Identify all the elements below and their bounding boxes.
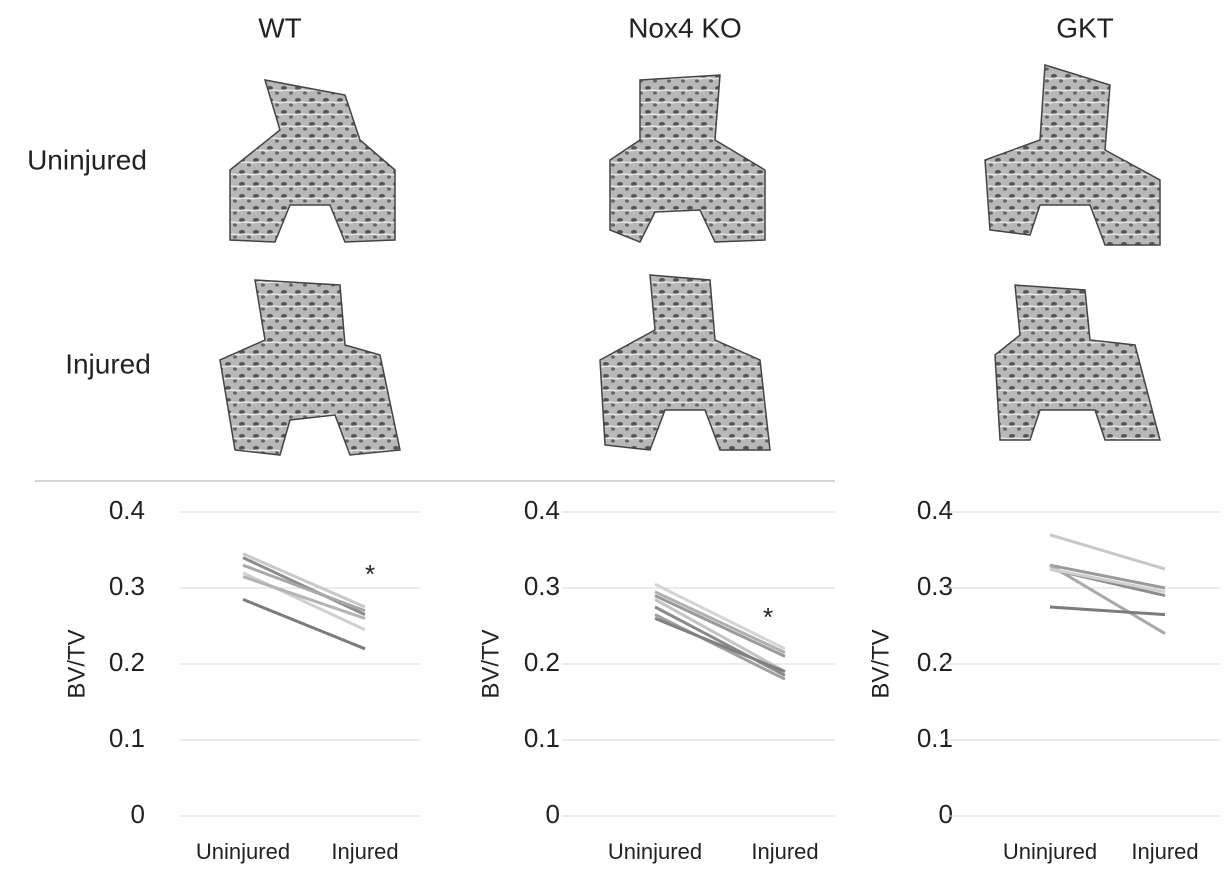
x-tick-label: Uninjured — [608, 839, 702, 864]
y-axis-label: BV/TV — [477, 629, 504, 698]
x-tick-label: Injured — [1131, 839, 1198, 864]
y-tick-label: 0 — [131, 799, 145, 829]
x-tick-label: Injured — [331, 839, 398, 864]
y-tick-label: 0.4 — [109, 495, 145, 525]
bone-image — [220, 280, 400, 455]
bone-image — [995, 285, 1160, 440]
bone-images — [220, 65, 1160, 455]
y-tick-label: 0.1 — [109, 723, 145, 753]
y-tick-label: 0.2 — [524, 647, 560, 677]
row-label: Uninjured — [27, 144, 147, 175]
x-tick-label: Uninjured — [196, 839, 290, 864]
y-tick-label: 0 — [546, 799, 560, 829]
page: WTNox4 KOGKTUninjuredInjured 00.10.20.30… — [0, 0, 1230, 876]
x-tick-label: Uninjured — [1003, 839, 1097, 864]
y-tick-label: 0.4 — [524, 495, 560, 525]
panel-labels: WT Nox4 KO GKT Uninjured Injured — [27, 12, 1114, 379]
y-tick-label: 0.3 — [917, 571, 953, 601]
bone-image — [985, 65, 1160, 245]
y-tick-label: 0.1 — [917, 723, 953, 753]
annotation: * — [365, 559, 375, 589]
figure: WTNox4 KOGKTUninjuredInjured 00.10.20.30… — [0, 0, 1230, 876]
row-label: Injured — [65, 348, 151, 379]
annotation: * — [763, 602, 773, 632]
bone-image — [610, 75, 765, 242]
y-tick-label: 0.1 — [524, 723, 560, 753]
bone-image — [230, 80, 395, 242]
y-tick-label: 0.2 — [109, 647, 145, 677]
column-title: Nox4 KO — [628, 12, 742, 43]
y-tick-label: 0.2 — [917, 647, 953, 677]
y-tick-label: 0.3 — [524, 571, 560, 601]
column-title: GKT — [1056, 12, 1114, 43]
y-tick-label: 0.3 — [109, 571, 145, 601]
charts: 0 0.1 0.2 0.3 0.4 BV/TV Uninjured Injured * 0 0.1 0… — [63, 495, 1220, 864]
column-title: WT — [258, 12, 302, 43]
y-axis-label: BV/TV — [867, 629, 894, 698]
bone-image — [600, 275, 770, 450]
y-axis-label: BV/TV — [63, 629, 90, 698]
series-line — [1050, 607, 1165, 615]
x-tick-label: Injured — [751, 839, 818, 864]
y-tick-label: 0.4 — [917, 495, 953, 525]
y-tick-label: 0 — [939, 799, 953, 829]
series-line — [1050, 535, 1165, 569]
